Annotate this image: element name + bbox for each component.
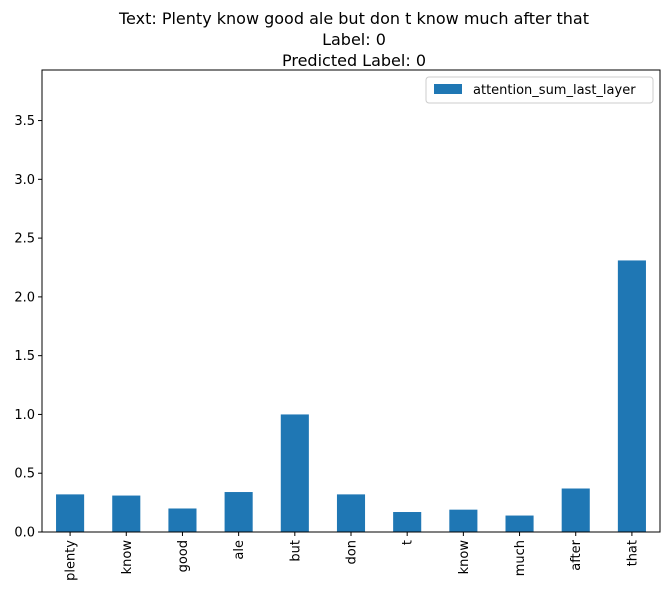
- bar-plenty: [56, 494, 85, 532]
- x-tick-label: know: [457, 540, 472, 575]
- title-line-3: Predicted Label: 0: [282, 51, 426, 70]
- bar-good: [168, 508, 197, 532]
- bar-that: [617, 260, 646, 532]
- x-tick-label: know: [120, 540, 135, 575]
- y-tick-label: 2.0: [14, 290, 35, 305]
- bar-don: [336, 494, 366, 532]
- chart-title: Text: Plenty know good ale but don t kno…: [118, 9, 589, 70]
- y-tick-label: 3.5: [14, 114, 35, 129]
- bar-much: [505, 515, 534, 532]
- x-tick-label: ale: [232, 540, 247, 560]
- bar-but: [280, 414, 309, 532]
- title-line-1: Text: Plenty know good ale but don t kno…: [118, 9, 589, 28]
- plot-frame: [41, 69, 661, 533]
- bar-know: [112, 495, 141, 532]
- legend-box: [425, 76, 654, 104]
- y-tick-label: 0.5: [14, 467, 35, 482]
- x-tick-label: much: [513, 540, 528, 576]
- y-tick-label: 3.0: [14, 173, 35, 188]
- x-tick-label: after: [569, 539, 584, 570]
- bar-ale: [224, 492, 253, 532]
- bar-know: [449, 509, 478, 532]
- x-tick-label: don: [345, 540, 360, 564]
- legend-swatch: [434, 84, 462, 94]
- bar-after: [561, 488, 590, 532]
- y-tick-label: 0.0: [14, 526, 35, 541]
- x-tick-label: but: [288, 540, 303, 562]
- title-line-2: Label: 0: [322, 30, 386, 49]
- y-tick-label: 1.5: [14, 349, 35, 364]
- x-tick-label: t: [401, 540, 416, 545]
- y-tick-label: 1.0: [14, 408, 35, 423]
- x-tick-label: good: [176, 540, 191, 572]
- x-tick-label: that: [625, 540, 640, 566]
- legend: attention_sum_last_layer: [425, 76, 654, 104]
- x-tick-label: plenty: [64, 540, 79, 581]
- bar-t: [393, 512, 422, 532]
- axes-layer: 0.0 0.5 1.0 1.5 2.0 2.5 3.0 3.5 plenty know good al…: [14, 69, 661, 581]
- y-tick-label: 2.5: [14, 232, 35, 247]
- legend-label: attention_sum_last_layer: [473, 83, 636, 98]
- bars-layer: [56, 260, 646, 532]
